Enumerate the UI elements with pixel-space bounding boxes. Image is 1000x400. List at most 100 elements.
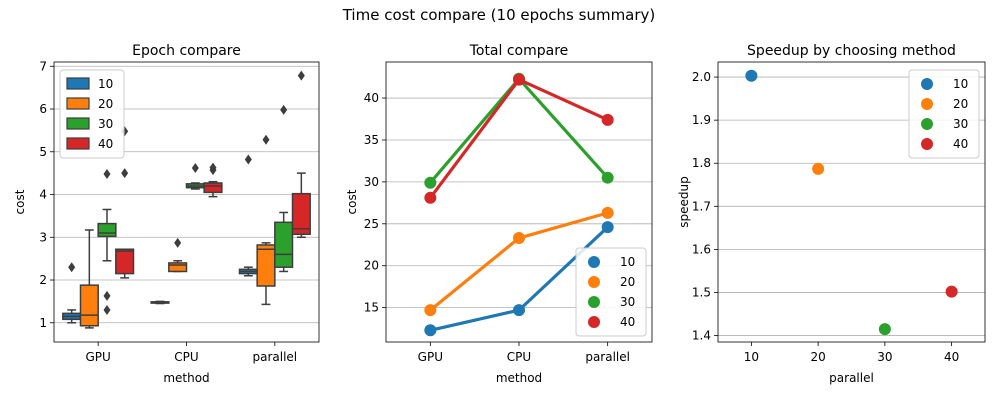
speedup-legend-label-40: 40 [953,137,968,151]
total-legend-marker-10 [588,256,600,268]
epoch-xtick-label: parallel [253,350,298,364]
speedup-xlabel: parallel [829,371,874,385]
epoch-legend-swatch-40 [66,137,90,150]
total-ytick-label: 15 [364,301,379,315]
total-ylabel: cost [345,189,359,214]
total-point-40-parallel [601,113,614,126]
total-ytick-label: 35 [364,133,379,147]
epoch-legend-label-40: 40 [98,137,113,151]
speedup-legend-frame [908,69,980,159]
total-xtick-label: CPU [507,350,531,364]
box-40-GPU [115,248,135,275]
epoch-ytick-label: 7 [39,59,47,73]
total-legend-label-40: 40 [620,315,635,329]
total-point-20-GPU [424,304,437,317]
total-point-40-GPU [424,191,437,204]
epoch-xlabel: method [163,371,209,385]
total-legend-label-30: 30 [620,295,635,309]
epoch-legend-swatch-10 [66,77,90,90]
total-ytick-label: 25 [364,217,379,231]
total-point-20-CPU [513,232,525,245]
total-point-10-CPU [513,304,525,317]
epoch-ytick-label: 2 [39,273,47,287]
epoch-legend-label-30: 30 [98,117,113,131]
total-line-40 [429,78,609,199]
speedup-ytick-label: 1.7 [692,199,711,213]
epoch-ytick-label: 4 [39,188,47,202]
speedup-xtick-label: 10 [744,350,759,364]
box-flier-30 [191,163,199,174]
speedup-legend-marker-10 [921,78,933,90]
box-flier-40 [121,168,129,179]
speedup-point-30 [878,323,891,336]
speedup-ytick-label: 1.4 [692,329,711,343]
epoch-xtick-label: CPU [174,350,198,364]
total-ytick-label: 30 [364,175,379,189]
box-flier-40 [209,162,217,173]
speedup-point-20 [812,162,825,175]
total-xtick-label: GPU [418,350,443,364]
box-30-parallel [274,221,294,268]
box-20-parallel [256,244,276,287]
total-title: Total compare [469,43,569,59]
total-compare-panel: 15 20 25 30 35 40 GPU CPU parallel Total compare m… [345,43,653,385]
epoch-legend-swatch-30 [66,117,90,130]
speedup-panel: 1.4 1.5 1.6 1.7 1.8 1.9 2.0 10 20 30 40 Speedup by … [677,43,986,385]
box-40-CPU [203,182,223,194]
speedup-ytick-label: 1.9 [692,113,711,127]
total-point-20-parallel [601,206,614,219]
total-point-10-GPU [424,324,437,337]
speedup-legend-label-30: 30 [953,117,968,131]
box-flier-10 [244,154,252,165]
speedup-ytick-label: 1.5 [692,285,711,299]
total-line-30 [429,77,609,184]
box-flier-30 [280,104,288,115]
speedup-xtick-label: 20 [810,350,825,364]
box-20-CPU [168,262,188,273]
box-flier-20 [174,237,182,248]
total-ytick-label: 40 [364,91,379,105]
total-xlabel: method [496,371,542,385]
box-30-GPU [97,222,117,238]
total-point-30-parallel [601,171,614,184]
epoch-compare-panel: 1 2 3 4 5 6 7 GPU CPU parallel Epoch compare method… [13,43,320,385]
total-legend-label-20: 20 [620,275,635,289]
speedup-ytick-label: 1.8 [692,156,711,170]
epoch-xtick-label: GPU [86,350,111,364]
box-flier-30 [103,304,111,315]
epoch-legend-label-20: 20 [98,97,113,111]
total-legend-marker-40 [588,316,600,328]
total-legend-frame [575,247,647,337]
epoch-ylabel: cost [13,189,27,214]
speedup-title: Speedup by choosing method [747,43,956,59]
speedup-ylabel: speedup [677,176,691,227]
box-flier-30 [103,169,111,179]
epoch-legend-swatch-20 [66,97,90,110]
epoch-legend-label-10: 10 [98,77,113,91]
box-flier-20 [262,134,270,145]
speedup-ytick-label: 2.0 [692,70,711,84]
total-legend-label-10: 10 [620,255,635,269]
speedup-point-40 [945,285,958,298]
speedup-ytick-label: 1.6 [692,242,711,256]
total-legend-marker-30 [588,296,600,308]
total-ytick-label: 20 [364,259,379,273]
figure-title: Time cost compare (10 epochs summary) [342,6,656,24]
speedup-legend-marker-30 [921,118,933,130]
box-40-parallel [291,192,311,236]
epoch-legend-frame [59,69,125,159]
epoch-ytick-label: 1 [39,316,47,330]
total-point-40-CPU [513,73,525,86]
speedup-legend-marker-20 [921,98,933,110]
total-point-30-GPU [424,176,437,189]
total-legend-marker-20 [588,276,600,288]
box-20-GPU [79,284,99,327]
epoch-ytick-label: 5 [39,145,47,159]
total-xtick-label: parallel [585,350,630,364]
speedup-point-10 [745,69,758,82]
box-flier-30 [103,290,111,301]
total-point-10-parallel [601,221,614,234]
epoch-title: Epoch compare [132,43,241,59]
box-flier-40 [297,70,305,81]
